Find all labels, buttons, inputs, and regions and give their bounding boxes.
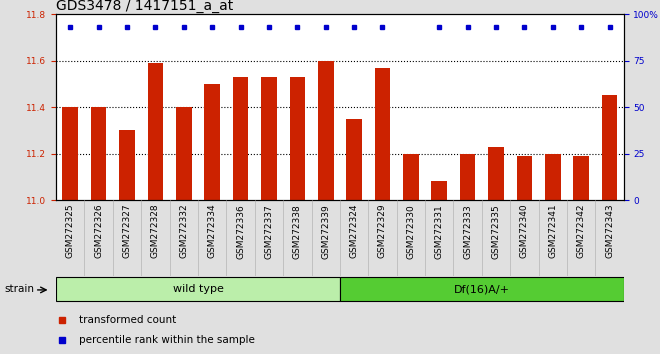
Text: GSM272333: GSM272333 [463,204,472,258]
Bar [545,154,560,200]
Bar [460,154,475,200]
Text: GSM272338: GSM272338 [293,204,302,258]
Text: GSM272336: GSM272336 [236,204,245,258]
Text: GSM272326: GSM272326 [94,204,103,258]
Text: GSM272331: GSM272331 [435,204,444,258]
Bar [176,107,191,200]
Bar [375,68,390,200]
Bar [602,96,617,200]
Text: GSM272329: GSM272329 [378,204,387,258]
Text: GSM272342: GSM272342 [577,204,585,258]
Bar [403,154,418,200]
Bar [432,182,447,200]
Text: GSM272328: GSM272328 [151,204,160,258]
Text: GSM272332: GSM272332 [180,204,188,258]
Text: GSM272325: GSM272325 [66,204,75,258]
Text: wild type: wild type [172,284,224,295]
Bar [63,107,78,200]
Text: GSM272337: GSM272337 [265,204,273,258]
Bar [318,61,333,200]
Bar [56,278,340,301]
Bar [290,77,305,200]
Text: GSM272330: GSM272330 [407,204,415,258]
Bar [261,77,277,200]
Text: percentile rank within the sample: percentile rank within the sample [79,335,255,345]
Bar [205,84,220,200]
Bar [148,63,163,200]
Text: GSM272339: GSM272339 [321,204,330,258]
Text: GSM272335: GSM272335 [492,204,500,258]
Text: strain: strain [5,284,34,294]
Text: GSM272341: GSM272341 [548,204,557,258]
Bar [574,156,589,200]
Text: transformed count: transformed count [79,315,176,325]
Text: Df(16)A/+: Df(16)A/+ [454,284,510,295]
Bar [488,147,504,200]
Text: GSM272343: GSM272343 [605,204,614,258]
Bar [346,119,362,200]
Text: GSM272340: GSM272340 [520,204,529,258]
Bar [91,107,106,200]
Text: GSM272327: GSM272327 [123,204,131,258]
Text: GSM272324: GSM272324 [350,204,358,258]
Bar [340,278,624,301]
Bar [119,130,135,200]
Text: GDS3478 / 1417151_a_at: GDS3478 / 1417151_a_at [56,0,234,13]
Bar [517,156,532,200]
Text: GSM272334: GSM272334 [208,204,216,258]
Bar [233,77,248,200]
